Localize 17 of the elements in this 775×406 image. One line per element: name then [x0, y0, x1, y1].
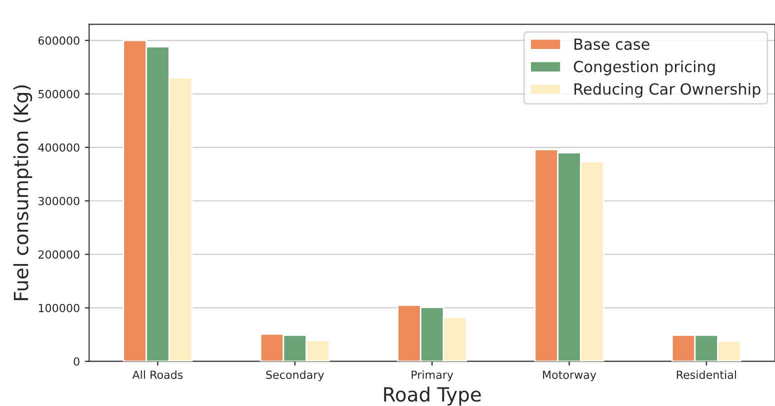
legend-label: Reducing Car Ownership [574, 82, 760, 98]
x-tick-label: Motorway [543, 370, 596, 382]
y-tick-label: 600000 [38, 36, 80, 45]
x-tick-label: Secondary [266, 370, 324, 382]
y-tick-label: 100000 [38, 304, 80, 312]
y-tick-label: 400000 [38, 143, 80, 152]
x-tick-label: Residential [676, 370, 736, 379]
x-tick-label: Primary [412, 370, 454, 382]
y-tick-label: 300000 [38, 196, 80, 206]
x-tick-label: All Roads [132, 370, 183, 379]
y-tick-label: 200000 [38, 250, 80, 259]
legend-label: Congestion pricing [574, 60, 715, 76]
y-axis-title: Fuel consumption (Kg) [13, 85, 32, 300]
legend-label: Base case [574, 38, 650, 50]
y-tick-label: 500000 [38, 90, 80, 98]
x-axis-title: Road Type [384, 386, 481, 406]
y-tick-label: 0 [74, 357, 80, 366]
